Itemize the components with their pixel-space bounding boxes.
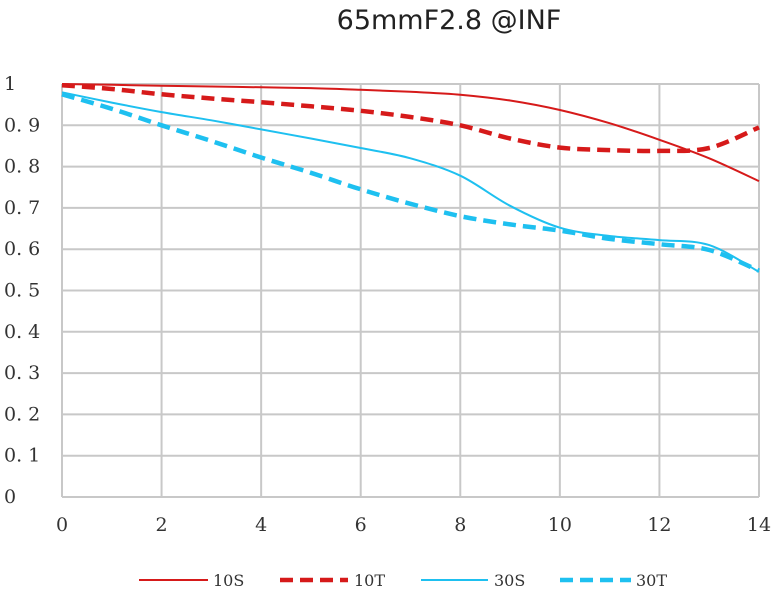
axes bbox=[61, 84, 759, 498]
x-tick-label: 8 bbox=[454, 514, 466, 536]
y-tick-label: 0. 1 bbox=[4, 445, 40, 467]
gridlines bbox=[62, 83, 760, 497]
y-tick-label: 0 bbox=[4, 486, 16, 508]
x-tick-label: 10 bbox=[548, 514, 572, 536]
series-line-10s bbox=[61, 83, 760, 183]
y-tick-label: 0. 6 bbox=[4, 238, 40, 260]
chart-title: 65mmF2.8 @INF bbox=[337, 5, 562, 36]
legend-label-10s: 10S bbox=[213, 571, 244, 590]
y-tick-label: 0. 8 bbox=[4, 156, 40, 178]
x-tick-label: 14 bbox=[747, 514, 771, 536]
y-tick-label: 0. 2 bbox=[4, 403, 40, 425]
series-lines bbox=[61, 82, 760, 273]
series-line-10t bbox=[61, 82, 760, 154]
legend: 10S 10T 30S 30T bbox=[139, 571, 667, 590]
x-tick-label: 6 bbox=[355, 514, 367, 536]
x-tick-label: 12 bbox=[647, 514, 671, 536]
y-tick-label: 0. 3 bbox=[4, 362, 40, 384]
legend-label-10t: 10T bbox=[354, 571, 385, 590]
y-tick-label: 0. 7 bbox=[4, 197, 40, 219]
series-line-30t bbox=[61, 92, 760, 273]
y-tick-label: 0. 4 bbox=[4, 321, 40, 343]
y-tick-label: 0. 5 bbox=[4, 280, 40, 302]
x-tick-label: 4 bbox=[255, 514, 267, 536]
series-line-30s bbox=[61, 91, 760, 273]
tick-labels: 00. 10. 20. 30. 40. 50. 60. 70. 80. 910 2… bbox=[4, 73, 771, 536]
y-tick-label: 1 bbox=[4, 73, 16, 95]
y-tick-label: 0. 9 bbox=[4, 114, 40, 136]
x-tick-label: 2 bbox=[156, 514, 168, 536]
legend-label-30s: 30S bbox=[494, 571, 525, 590]
x-tick-label: 0 bbox=[56, 514, 68, 536]
legend-label-30t: 30T bbox=[636, 571, 667, 590]
